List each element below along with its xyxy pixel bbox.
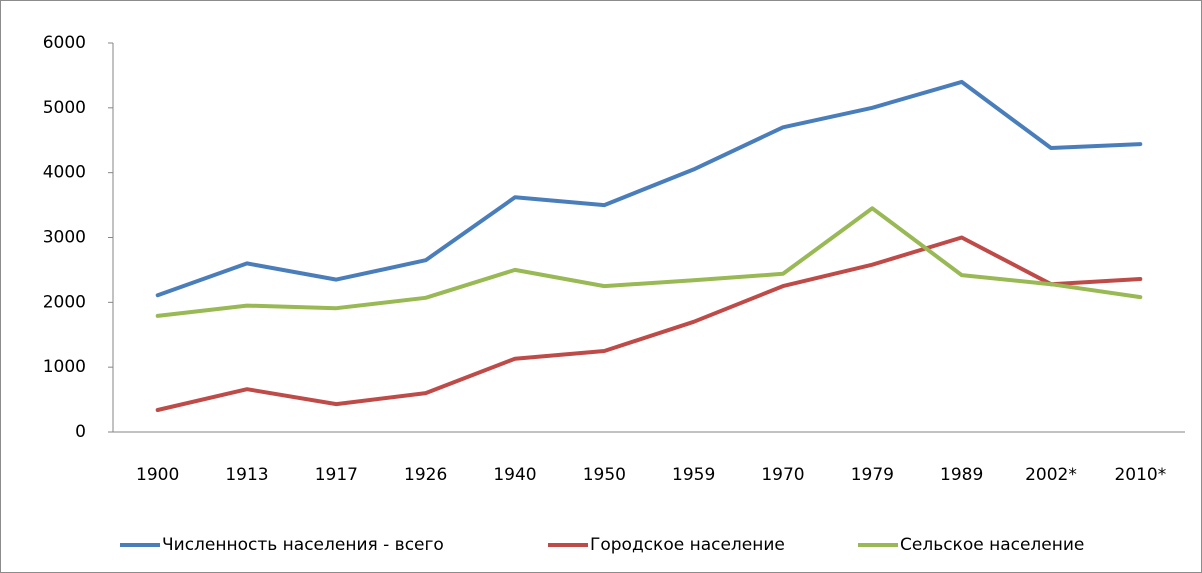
- x-tick-label: 1900: [136, 465, 179, 485]
- y-tick-label: 6000: [43, 33, 86, 53]
- y-tick-label: 2000: [43, 292, 86, 312]
- series-line: [155, 235, 1143, 412]
- y-tick-label: 3000: [43, 228, 86, 248]
- series-line: [155, 206, 1143, 318]
- x-tick-label: 1989: [940, 465, 983, 485]
- series-line: [155, 79, 1143, 298]
- x-tick-label: 1970: [761, 465, 804, 485]
- legend-label: Численность населения - всего: [162, 535, 444, 555]
- y-tick-label: 4000: [43, 163, 86, 183]
- x-tick-label: 1940: [493, 465, 536, 485]
- legend-label: Городское население: [590, 535, 785, 555]
- x-tick-label: 1926: [404, 465, 447, 485]
- x-tick-label: 1913: [225, 465, 268, 485]
- y-tick-label: 0: [75, 422, 86, 442]
- x-tick-label: 2002*: [1025, 465, 1077, 485]
- y-tick-label: 1000: [43, 357, 86, 377]
- y-tick-label: 5000: [43, 98, 86, 118]
- x-tick-label: 1917: [315, 465, 358, 485]
- legend-label: Сельское население: [900, 535, 1084, 555]
- x-tick-label: 1979: [851, 465, 894, 485]
- x-tick-label: 1950: [583, 465, 626, 485]
- x-tick-label: 1959: [672, 465, 715, 485]
- x-tick-label: 2010*: [1114, 465, 1166, 485]
